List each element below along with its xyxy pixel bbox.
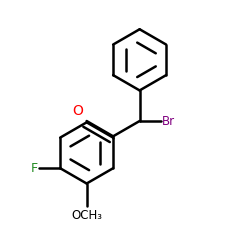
Text: Br: Br <box>162 114 175 128</box>
Text: O: O <box>72 104 83 118</box>
Text: OCH₃: OCH₃ <box>71 208 102 222</box>
Text: F: F <box>30 162 38 175</box>
